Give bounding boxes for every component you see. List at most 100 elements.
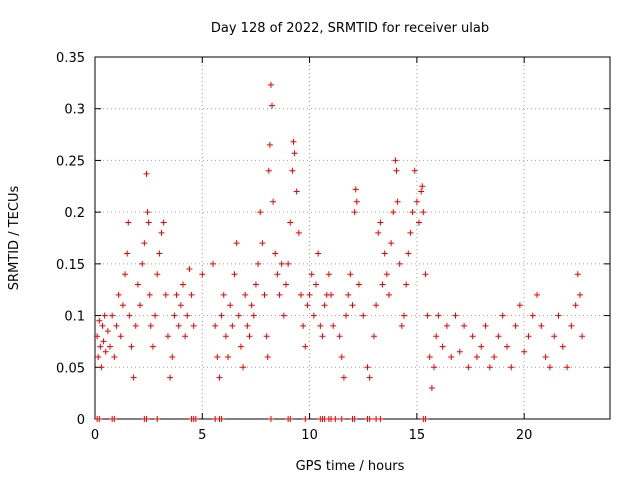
data-point (274, 271, 281, 278)
data-point (420, 209, 427, 216)
data-point (304, 302, 311, 309)
data-point (179, 281, 186, 288)
data-point (147, 322, 154, 329)
data-point (375, 229, 382, 236)
data-point (289, 167, 296, 174)
data-point (99, 322, 106, 329)
data-point (521, 348, 528, 355)
data-point (94, 333, 101, 340)
data-point (126, 312, 133, 319)
data-point (396, 260, 403, 267)
data-point (128, 343, 135, 350)
data-point (340, 374, 347, 381)
data-point (227, 302, 234, 309)
y-axis: 0 0.05 0.1 0.15 0.2 0.25 0.3 0.35 (56, 51, 610, 428)
data-point (392, 157, 399, 164)
data-point (287, 219, 294, 226)
data-point (143, 416, 150, 422)
data-point (419, 183, 426, 190)
data-point (338, 416, 345, 422)
data-point (302, 416, 309, 422)
data-point (478, 343, 485, 350)
data-point (403, 281, 410, 288)
data-point (574, 271, 581, 278)
data-point (465, 364, 472, 371)
data-point (448, 353, 455, 360)
data-point (186, 266, 193, 273)
data-point (111, 416, 118, 422)
data-point (134, 281, 141, 288)
data-point (264, 353, 271, 360)
data-point (405, 250, 412, 257)
data-point (379, 281, 386, 288)
data-point (388, 240, 395, 247)
data-point (373, 302, 380, 309)
data-point (145, 219, 152, 226)
data-point (257, 209, 264, 216)
data-point (491, 353, 498, 360)
data-point (433, 333, 440, 340)
data-point (235, 312, 242, 319)
data-point (499, 312, 506, 319)
data-point (355, 281, 362, 288)
data-point (141, 240, 148, 247)
data-point (422, 416, 429, 422)
data-point (184, 312, 191, 319)
data-point (244, 322, 251, 329)
data-point (343, 312, 350, 319)
data-point (529, 312, 536, 319)
data-point (143, 170, 150, 177)
data-point (173, 291, 180, 298)
data-point (398, 322, 405, 329)
data-point (377, 219, 384, 226)
data-point (218, 312, 225, 319)
data-point (347, 271, 354, 278)
data-point (265, 167, 272, 174)
data-point (394, 198, 401, 205)
data-point (300, 322, 307, 329)
x-tick-label: 0 (91, 428, 99, 443)
data-point (218, 416, 225, 422)
data-point (508, 364, 515, 371)
data-point (139, 260, 146, 267)
data-point (418, 188, 425, 195)
data-point (352, 186, 359, 193)
data-point (291, 150, 298, 157)
data-point (576, 291, 583, 298)
data-point (212, 322, 219, 329)
data-point (132, 322, 139, 329)
data-point (109, 312, 116, 319)
plot-frame (94, 56, 611, 420)
y-tick-label: 0.35 (56, 51, 85, 66)
data-point (495, 333, 502, 340)
data-point (240, 364, 247, 371)
data-point (482, 322, 489, 329)
data-point (162, 291, 169, 298)
data-point (298, 291, 304, 298)
data-point (229, 322, 236, 329)
data-point (266, 141, 273, 148)
data-point (282, 281, 289, 288)
data-point (192, 416, 199, 422)
x-axis: 0 5 10 15 20 (91, 57, 532, 443)
data-point (246, 333, 253, 340)
data-point (290, 138, 297, 145)
data-point (156, 250, 163, 257)
data-point (431, 364, 438, 371)
data-point (313, 281, 320, 288)
data-point (220, 291, 227, 298)
data-point (504, 343, 510, 350)
data-point (385, 291, 392, 298)
data-point (293, 188, 300, 195)
data-point (276, 291, 283, 298)
y-tick-label: 0.2 (64, 206, 85, 221)
data-point (409, 209, 416, 216)
data-point (345, 291, 352, 298)
y-axis-label: SRMTID / TECUs (7, 186, 22, 291)
y-tick-label: 0.05 (56, 361, 85, 376)
data-point (426, 353, 433, 360)
data-point (295, 229, 302, 236)
data-point (252, 281, 259, 288)
y-tick-label: 0.1 (64, 310, 85, 325)
data-point (210, 260, 217, 267)
